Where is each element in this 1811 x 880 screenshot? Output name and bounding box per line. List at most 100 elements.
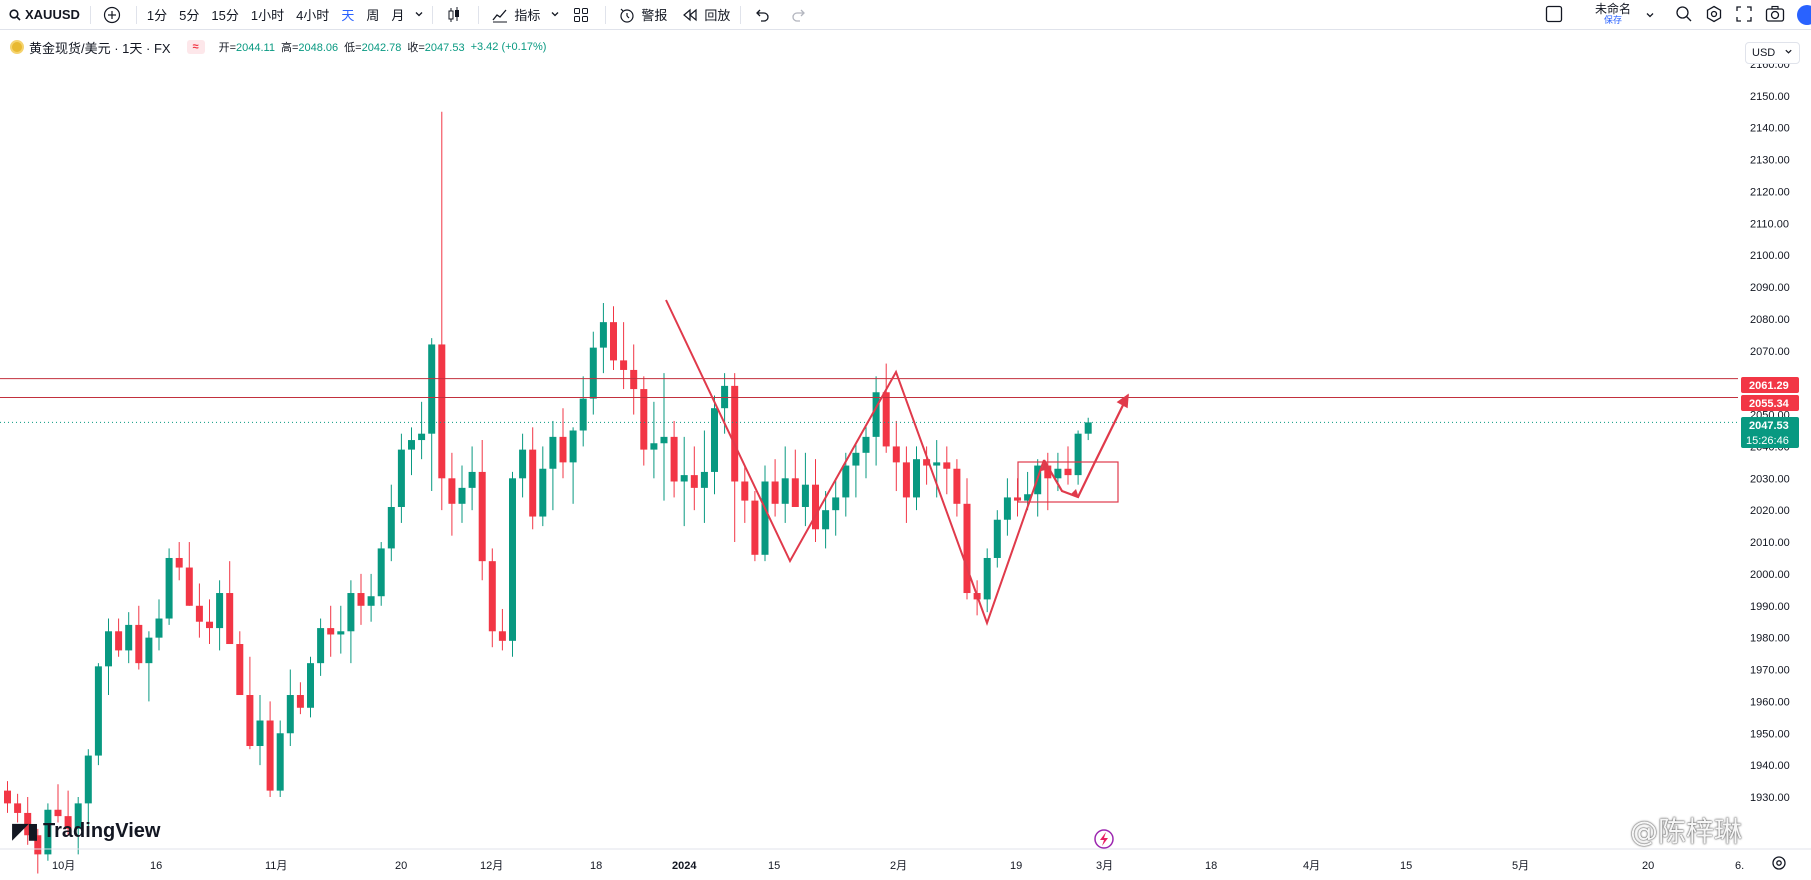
candle xyxy=(367,573,375,622)
candle xyxy=(458,465,466,523)
drawings-layer[interactable] xyxy=(665,299,1129,626)
candle xyxy=(276,720,284,797)
candle xyxy=(872,376,880,466)
time-tick-label: 15 xyxy=(1400,860,1412,872)
gear-icon xyxy=(1705,5,1723,26)
fullscreen-button[interactable] xyxy=(1729,0,1759,30)
grid-icon xyxy=(570,4,592,26)
arrow-head-icon xyxy=(1070,489,1079,498)
layouts-button[interactable] xyxy=(564,0,601,30)
tradingview-logo-text: TradingView xyxy=(43,819,161,842)
interval-dropdown[interactable] xyxy=(410,0,428,30)
layout-dropdown[interactable] xyxy=(1637,0,1663,30)
interval-4h[interactable]: 4小时 xyxy=(290,0,335,30)
quick-search-button[interactable] xyxy=(1669,0,1699,30)
candle-body xyxy=(34,835,42,855)
user-avatar[interactable] xyxy=(1797,5,1811,25)
time-tick-label: 16 xyxy=(150,860,162,872)
candle-body xyxy=(741,481,749,501)
indicators-label: 指标 xyxy=(514,8,541,23)
candle-body xyxy=(812,484,819,530)
layout-name: 未命名 xyxy=(1594,2,1631,16)
candle-body xyxy=(882,392,890,447)
candle xyxy=(579,376,587,447)
chart-type-button[interactable] xyxy=(437,0,474,30)
high-value: 2048.06 xyxy=(298,42,339,54)
candle-body xyxy=(680,475,688,482)
interval-1w[interactable]: 周 xyxy=(360,0,385,30)
candle xyxy=(488,548,496,648)
candle xyxy=(175,542,183,581)
price-tick-label: 2010.00 xyxy=(1750,537,1790,549)
rewind-icon xyxy=(679,4,701,26)
candle xyxy=(115,618,123,657)
close-value: 2047.53 xyxy=(424,42,465,54)
line1-tag-text: 2061.29 xyxy=(1749,380,1789,392)
candle-body xyxy=(771,481,779,504)
layout-checkbox[interactable] xyxy=(1539,0,1569,30)
candle xyxy=(397,433,405,523)
candle-body xyxy=(610,322,617,361)
indicators-dropdown[interactable] xyxy=(546,0,564,30)
candle-body xyxy=(1054,468,1062,479)
interval-1M[interactable]: 月 xyxy=(385,0,410,30)
interval-1d[interactable]: 天 xyxy=(335,0,360,30)
time-axis[interactable]: 10月 16 11月 20 12月 18 2024 15 2月 19 3月 18 4月 15 5月 20 6. xyxy=(52,860,1744,872)
price-tick-label: 1970.00 xyxy=(1750,665,1790,677)
interval-5m[interactable]: 5分 xyxy=(173,0,205,30)
interval-15m[interactable]: 15分 xyxy=(205,0,244,30)
time-tick-label: 10月 xyxy=(52,860,75,872)
candle xyxy=(761,465,769,562)
currency-selector[interactable]: USD xyxy=(1745,42,1800,64)
time-tick-label: 2月 xyxy=(890,860,907,872)
candle-body xyxy=(125,624,133,651)
zigzag-arrow-path[interactable] xyxy=(1043,394,1129,499)
candle xyxy=(822,491,830,549)
price-chart[interactable]: 1930.00 1940.00 1950.00 1960.00 1970.00 1980.… xyxy=(0,31,1811,880)
symbol-title[interactable]: 黄金现货/美元 · 1天 · FX xyxy=(29,40,171,56)
candle-body xyxy=(408,440,415,450)
consolidation-box-drawing[interactable] xyxy=(1017,461,1119,503)
interval-label: 1分 xyxy=(146,8,168,23)
candle-body xyxy=(135,624,143,664)
layout-name-button[interactable]: 未命名 保存 xyxy=(1589,2,1637,26)
tradingview-logo[interactable]: ◤▮ TradingView xyxy=(12,818,160,844)
compare-add-button[interactable] xyxy=(95,0,132,30)
candle-body xyxy=(640,389,648,450)
candle xyxy=(54,784,62,823)
price-tick-label: 2100.00 xyxy=(1750,250,1790,262)
candle xyxy=(286,669,294,747)
interval-1m[interactable]: 1分 xyxy=(141,0,173,30)
alert-button[interactable]: 警报 xyxy=(610,0,673,30)
chevron-down-icon xyxy=(550,7,560,22)
candle-body xyxy=(801,484,809,507)
alert-label: 警报 xyxy=(641,8,668,23)
candle xyxy=(266,701,274,797)
candle xyxy=(529,427,537,530)
candle-body xyxy=(327,628,335,635)
redo-button[interactable] xyxy=(782,0,819,30)
source-tag-icon[interactable]: ≈ xyxy=(186,40,205,54)
candle-body xyxy=(549,436,557,469)
candle xyxy=(589,331,597,415)
toolbar-right: 未命名 保存 xyxy=(1539,0,1811,30)
snapshot-button[interactable] xyxy=(1759,0,1791,30)
indicators-button[interactable]: 指标 xyxy=(483,0,546,30)
lightning-icon[interactable] xyxy=(1094,829,1114,849)
symbol-search-button[interactable]: XAUUSD xyxy=(0,0,86,30)
candle xyxy=(448,452,456,536)
candle-body xyxy=(367,596,375,606)
line1-tag xyxy=(1741,377,1799,393)
candle-body xyxy=(731,385,739,482)
last-price-tag-text: 2047.53 xyxy=(1749,420,1789,432)
candle xyxy=(14,793,22,823)
undo-button[interactable] xyxy=(745,0,782,30)
settings-button[interactable] xyxy=(1699,0,1729,30)
candle xyxy=(650,401,658,479)
candle-body xyxy=(24,812,32,836)
pattern-zigzag-drawing[interactable] xyxy=(665,299,1045,626)
watermark: @陈梓琳 xyxy=(1630,815,1743,848)
replay-button[interactable]: 回放 xyxy=(673,0,736,30)
interval-1h[interactable]: 1小时 xyxy=(245,0,290,30)
chart-settings-gear-icon[interactable] xyxy=(1770,854,1788,872)
